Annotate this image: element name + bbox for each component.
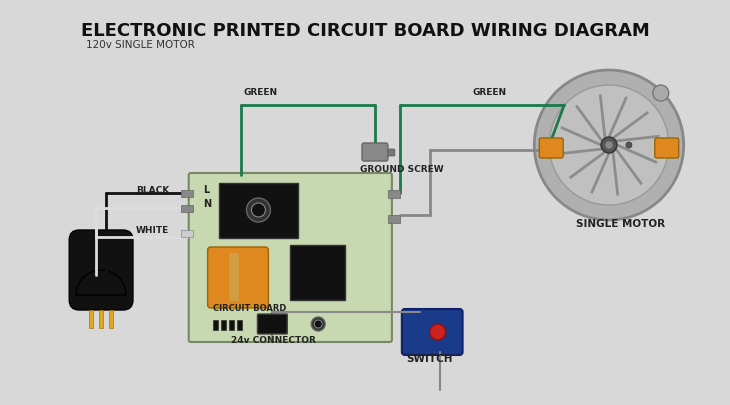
Bar	[228, 253, 239, 301]
Bar	[220, 320, 226, 330]
Bar	[181, 190, 193, 197]
Bar	[212, 320, 218, 330]
Circle shape	[430, 324, 446, 340]
Text: CIRCUIT BOARD: CIRCUIT BOARD	[212, 304, 286, 313]
Text: ELECTRONIC PRINTED CIRCUIT BOARD WIRING DIAGRAM: ELECTRONIC PRINTED CIRCUIT BOARD WIRING …	[80, 22, 650, 40]
Text: GREEN: GREEN	[472, 88, 507, 97]
Bar	[181, 230, 193, 237]
Bar	[109, 310, 113, 328]
Text: SWITCH: SWITCH	[407, 354, 453, 364]
Bar	[388, 215, 400, 223]
Bar	[291, 245, 345, 300]
FancyBboxPatch shape	[385, 149, 395, 156]
FancyBboxPatch shape	[69, 230, 133, 310]
Wedge shape	[76, 270, 126, 295]
Bar	[218, 183, 299, 238]
Circle shape	[605, 141, 613, 149]
Text: GREEN: GREEN	[243, 88, 277, 97]
Bar	[237, 320, 242, 330]
Text: WHITE: WHITE	[136, 226, 169, 235]
FancyBboxPatch shape	[258, 314, 288, 334]
FancyBboxPatch shape	[189, 173, 392, 342]
Circle shape	[251, 203, 266, 217]
Circle shape	[314, 320, 322, 328]
Bar	[388, 190, 400, 198]
Text: SINGLE MOTOR: SINGLE MOTOR	[577, 219, 666, 229]
Circle shape	[311, 317, 325, 331]
FancyBboxPatch shape	[402, 309, 463, 355]
FancyBboxPatch shape	[539, 138, 563, 158]
Circle shape	[247, 198, 270, 222]
FancyBboxPatch shape	[362, 143, 388, 161]
Circle shape	[626, 142, 632, 148]
Bar	[99, 310, 103, 328]
Text: BLACK: BLACK	[136, 186, 169, 195]
Text: 24v CONNECTOR: 24v CONNECTOR	[231, 336, 315, 345]
Bar	[181, 205, 193, 212]
Circle shape	[653, 85, 669, 101]
Circle shape	[534, 70, 684, 220]
Text: GROUND SCREW: GROUND SCREW	[360, 165, 444, 174]
Text: N: N	[203, 199, 211, 209]
Text: 120v SINGLE MOTOR: 120v SINGLE MOTOR	[86, 40, 195, 50]
Circle shape	[601, 137, 617, 153]
Bar	[89, 310, 93, 328]
Text: L: L	[203, 185, 209, 195]
Bar	[228, 320, 234, 330]
FancyBboxPatch shape	[207, 247, 269, 308]
Circle shape	[549, 85, 669, 205]
FancyBboxPatch shape	[655, 138, 679, 158]
